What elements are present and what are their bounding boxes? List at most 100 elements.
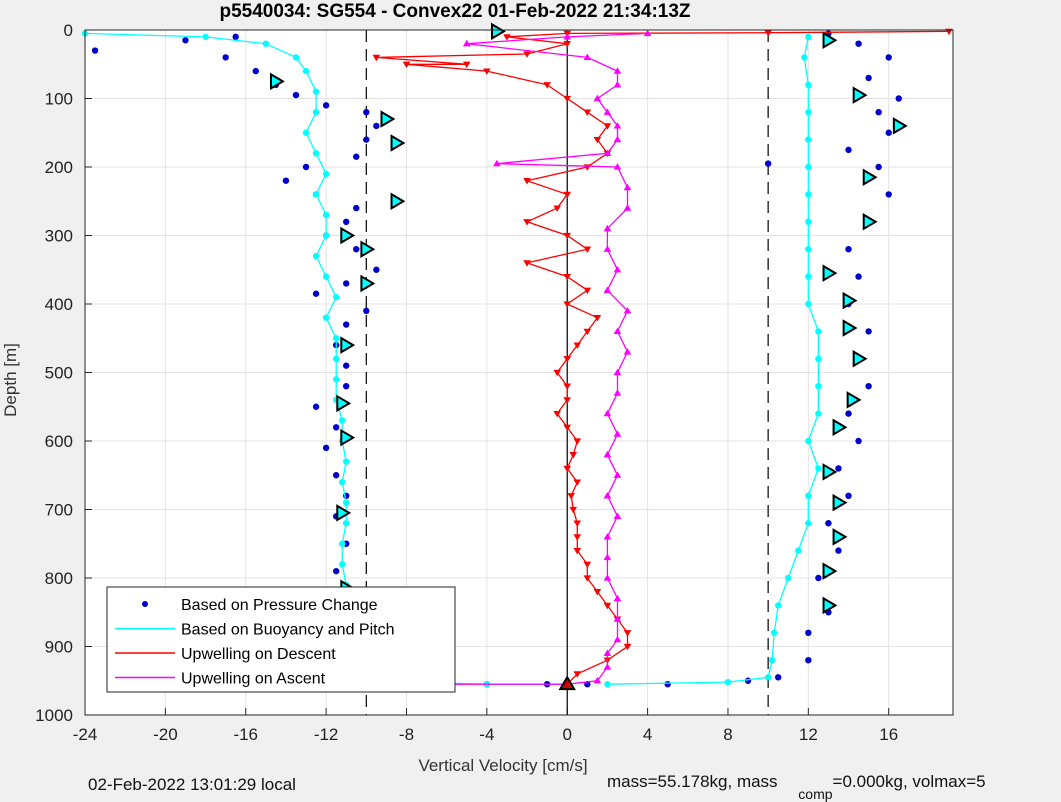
data-point xyxy=(332,376,340,383)
data-point xyxy=(764,30,772,37)
data-point xyxy=(343,280,350,287)
data-point xyxy=(182,37,189,44)
legend-label: Based on Buoyancy and Pitch xyxy=(181,622,394,639)
y-tick-label: 600 xyxy=(45,432,73,451)
data-point xyxy=(282,177,290,184)
data-point xyxy=(302,163,310,171)
data-point xyxy=(338,540,346,547)
data-point xyxy=(493,159,501,167)
data-point xyxy=(805,492,812,499)
data-point xyxy=(332,335,340,342)
data-point xyxy=(805,218,812,225)
data-point xyxy=(895,95,902,102)
data-point xyxy=(815,465,822,472)
data-point xyxy=(835,465,842,472)
data-point xyxy=(835,547,842,554)
data-point xyxy=(603,450,612,458)
y-tick-label: 1000 xyxy=(35,706,73,725)
data-point xyxy=(569,506,578,514)
data-point xyxy=(222,54,229,61)
data-point xyxy=(523,51,531,58)
data-point xyxy=(593,315,602,322)
data-point xyxy=(724,678,732,686)
data-point xyxy=(875,163,882,171)
plot-frame xyxy=(84,29,954,716)
triangle-marker xyxy=(832,493,848,512)
x-tick-label: 0 xyxy=(562,725,571,744)
data-point xyxy=(567,493,576,500)
data-point xyxy=(805,273,812,280)
data-point xyxy=(312,290,320,297)
legend: Based on Pressure Change Based on Buoyanc… xyxy=(106,586,456,693)
footer-mass-text: mass=55.178kg, mass xyxy=(607,772,778,791)
data-point xyxy=(563,397,572,404)
x-tick-label: -8 xyxy=(399,725,414,744)
x-tick-labels: -24 -20 -16 -12 -8 -4 0 4 8 12 16 xyxy=(73,725,898,744)
triangle-marker xyxy=(390,134,406,152)
data-point xyxy=(603,533,612,540)
data-point xyxy=(563,41,572,48)
data-point xyxy=(583,109,592,116)
data-point xyxy=(805,300,812,308)
x-axis-label: Vertical Velocity [cm/s] xyxy=(418,756,587,775)
data-point xyxy=(312,109,320,116)
legend-label: Based on Pressure Change xyxy=(181,597,378,614)
data-point xyxy=(603,123,612,130)
data-point xyxy=(855,273,862,280)
data-point xyxy=(583,575,592,582)
data-point xyxy=(343,520,350,527)
data-point xyxy=(604,680,611,688)
data-point xyxy=(563,356,572,363)
data-point xyxy=(805,246,812,253)
data-point xyxy=(523,219,531,226)
data-point xyxy=(373,266,380,273)
data-point xyxy=(855,437,862,445)
data-point xyxy=(322,273,330,280)
data-point xyxy=(322,232,330,239)
data-point xyxy=(583,328,592,336)
data-point xyxy=(774,674,782,681)
data-point xyxy=(603,649,612,657)
data-point xyxy=(815,574,822,582)
data-point xyxy=(563,424,572,432)
legend-swatch xyxy=(142,601,148,607)
triangle-marker xyxy=(336,394,352,413)
chart-title: p5540034: SG554 - Convex22 01-Feb-2022 2… xyxy=(219,1,690,22)
data-point xyxy=(885,129,892,136)
triangle-marker xyxy=(380,110,396,128)
data-point xyxy=(603,108,612,115)
data-point xyxy=(353,204,360,212)
data-point xyxy=(91,47,99,54)
data-point xyxy=(815,355,822,362)
data-point xyxy=(553,410,561,418)
data-point xyxy=(774,602,782,609)
x-tick-label: 12 xyxy=(799,725,818,744)
legend-label: Upwelling on Descent xyxy=(181,646,336,663)
data-point xyxy=(613,122,622,129)
triangle-marker xyxy=(490,22,506,41)
y-tick-label: 100 xyxy=(45,90,73,109)
data-point xyxy=(363,307,370,315)
data-point xyxy=(553,205,561,212)
data-point xyxy=(865,328,872,335)
data-point xyxy=(805,33,812,41)
data-point xyxy=(623,630,632,637)
data-point xyxy=(613,163,622,170)
x-tick-label: -12 xyxy=(314,725,339,744)
triangle-marker xyxy=(832,418,848,437)
data-point xyxy=(302,129,310,136)
data-point xyxy=(462,61,471,69)
data-point xyxy=(332,472,340,479)
triangle-marker xyxy=(558,675,576,691)
data-point xyxy=(613,327,622,335)
triangle-marker xyxy=(340,226,356,245)
data-point xyxy=(805,520,812,527)
data-point xyxy=(623,348,632,355)
triangle-marker xyxy=(862,213,878,231)
data-point xyxy=(815,328,822,335)
y-tick-label: 500 xyxy=(45,364,73,383)
data-point xyxy=(805,437,812,445)
series-layer xyxy=(81,28,953,688)
data-point xyxy=(845,146,852,154)
data-point xyxy=(343,321,350,328)
